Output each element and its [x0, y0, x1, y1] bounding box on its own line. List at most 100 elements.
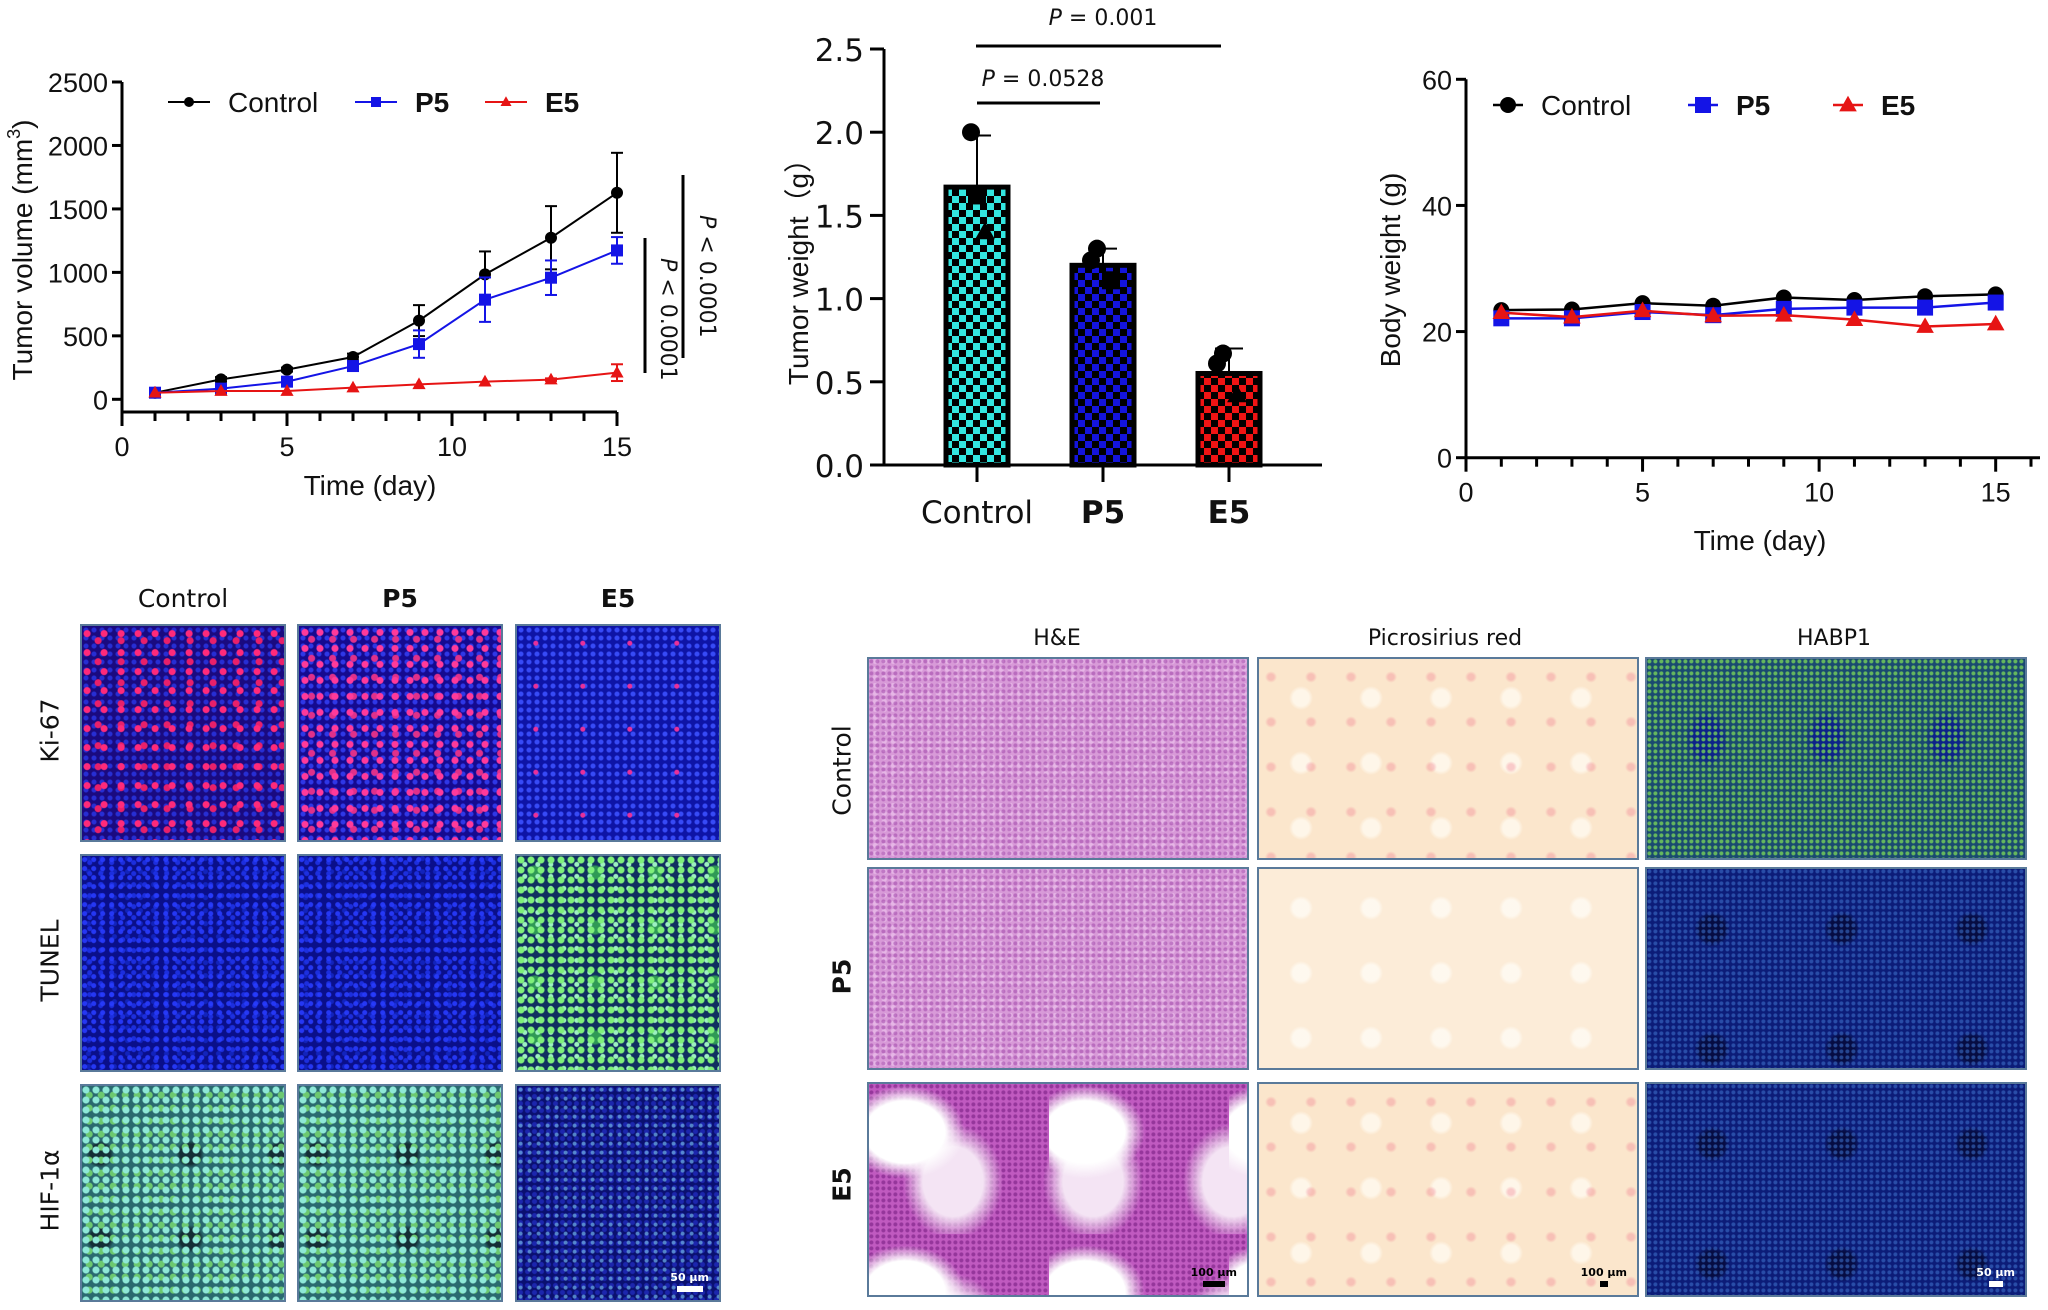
series-line [1501, 301, 1996, 320]
tumor-volume-marks [148, 151, 624, 399]
scale-bar-label: 100 µm [1580, 1266, 1627, 1279]
individual-data-point [975, 221, 995, 240]
row-header-hif1a: HIF-1α [35, 1149, 65, 1232]
tumor-volume-legend: Control P5 E5 [168, 87, 579, 118]
individual-data-point [962, 123, 980, 142]
bar-group-e5 [1195, 344, 1263, 468]
x-tick-label: 0 [114, 432, 129, 462]
micrograph-he-control [867, 657, 1249, 860]
data-point [215, 373, 227, 386]
column-header-picrosirius-red: Picrosirius red [1367, 626, 1523, 651]
data-point [1846, 299, 1863, 316]
legend-label: Control [1541, 90, 1631, 121]
tumor-volume-xlabel: Time (day) [304, 470, 437, 501]
y-tick-label: 60 [1422, 65, 1452, 95]
data-point [1917, 299, 1934, 316]
y-tick-label: 0 [93, 385, 108, 415]
scale-bar-label: 50 µm [1976, 1266, 2015, 1279]
data-point [1987, 294, 2004, 311]
y-tick-label: 20 [1422, 318, 1452, 348]
bar [943, 184, 1011, 468]
data-point [544, 372, 558, 385]
legend-label: Control [228, 87, 318, 118]
data-point [413, 314, 425, 327]
individual-data-point [968, 186, 986, 205]
micrograph-picrosirius-e5: 100 µm [1257, 1082, 1639, 1297]
data-point [281, 363, 293, 376]
scale-bar-line [676, 1286, 703, 1292]
data-point [478, 374, 492, 387]
data-point [280, 384, 294, 396]
legend-label: P5 [415, 87, 449, 118]
x-tick-label: Control [921, 495, 1033, 531]
bar [1195, 370, 1263, 468]
micrograph-ki67-p5 [297, 624, 503, 842]
scale-bar: 50 µm [1976, 1266, 2015, 1287]
series-line [1501, 309, 1996, 328]
micrograph-picrosirius-control [1257, 657, 1639, 860]
tumor-weight-axes: 0.0 0.5 1.0 1.5 2.0 2.5 Control P5 E5 [815, 33, 1322, 531]
column-header-control: Control [137, 584, 229, 613]
legend-label: E5 [1881, 90, 1915, 121]
x-tick-label: P5 [1081, 495, 1125, 531]
data-point [148, 385, 162, 398]
x-tick-label: 0 [1458, 478, 1473, 508]
column-header-he: H&E [1033, 626, 1081, 651]
legend-marker [184, 97, 194, 107]
tumor-weight-ylabel: Tumor weight（g） [783, 145, 814, 385]
row-header-e5: E5 [827, 1167, 857, 1202]
data-point [214, 384, 228, 396]
data-point [346, 380, 360, 393]
micrograph-tunel-e5 [515, 854, 721, 1072]
data-point [1704, 306, 1722, 323]
micrograph-habp1-control [1645, 657, 2027, 860]
tumor-volume-ylabel: Tumor volume (mm3) [4, 120, 38, 381]
legend-marker [371, 97, 381, 107]
series-line [154, 371, 618, 394]
pvalue-label-control-e5: P < 0.0001 [694, 215, 719, 338]
scale-bar-line [1599, 1281, 1608, 1287]
y-tick-label: 1.5 [815, 199, 864, 235]
scale-bar: 50 µm [670, 1271, 709, 1292]
data-point [1845, 310, 1864, 326]
y-tick-label: 0.0 [815, 449, 864, 485]
micrograph-tunel-control [80, 854, 286, 1072]
scale-bar-label: 100 µm [1190, 1266, 1237, 1279]
data-point [545, 231, 557, 244]
x-tick-label: 15 [1981, 478, 2011, 508]
pvalue-label-control-p5: P = 0.0528 [982, 67, 1105, 92]
data-point [545, 271, 557, 284]
x-tick-label: E5 [1208, 495, 1251, 531]
data-point [281, 375, 293, 388]
legend-label: P5 [1736, 90, 1770, 121]
individual-data-point [1208, 354, 1226, 373]
scale-bar: 100 µm [1191, 1266, 1237, 1287]
x-tick-label: 5 [279, 432, 294, 462]
data-point [1633, 301, 1652, 318]
data-point [412, 377, 426, 390]
micrograph-hif1a-control [80, 1084, 286, 1302]
data-point [1916, 317, 1934, 333]
y-tick-label: 500 [63, 322, 108, 352]
scale-bar-line [1202, 1281, 1225, 1287]
y-tick-label: 1.0 [815, 283, 864, 319]
column-header-habp1: HABP1 [1797, 626, 1871, 651]
x-tick-label: 10 [437, 432, 467, 462]
row-header-control: Control [827, 725, 857, 816]
body-weight-xlabel: Time (day) [1694, 525, 1827, 556]
y-tick-label: 2000 [48, 131, 108, 161]
scale-bar-label: 50 µm [670, 1271, 709, 1284]
micrograph-hif1a-p5 [297, 1084, 503, 1302]
micrograph-he-p5 [867, 867, 1249, 1070]
legend-label: E5 [545, 87, 579, 118]
row-header-ki67: Ki-67 [35, 698, 65, 763]
body-weight-axes: 0 20 40 60 0 5 10 15 [1422, 65, 2040, 508]
series-e5 [148, 363, 624, 398]
x-tick-label: 10 [1804, 478, 1834, 508]
body-weight-legend: Control P5 E5 [1493, 90, 1915, 121]
micrograph-he-e5: 100 µm [867, 1082, 1249, 1297]
tumor-volume-axes: 0 500 1000 1500 2000 2500 0 5 10 15 [48, 68, 632, 462]
legend-marker [1500, 97, 1516, 113]
x-tick-label: 5 [1635, 478, 1650, 508]
body-weight-chart: 0 20 40 60 0 5 10 15 Control P5 E5 Time (day) Bod… [1375, 65, 2040, 556]
